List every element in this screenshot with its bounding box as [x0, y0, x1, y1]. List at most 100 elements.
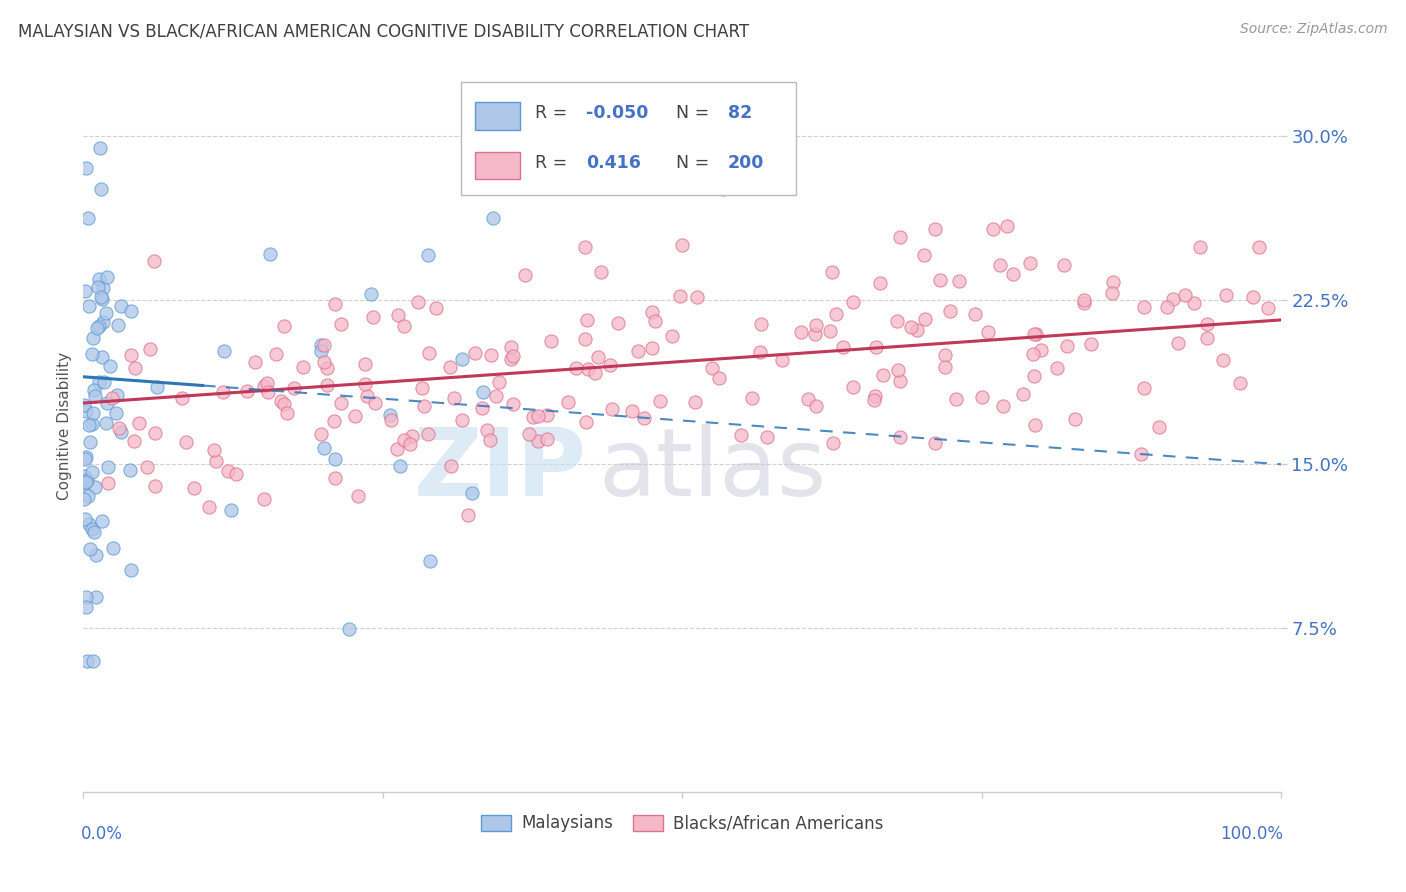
- Text: N =: N =: [676, 104, 714, 122]
- Point: [323, 452, 346, 467]
- Point: [485, 389, 508, 403]
- Point: [641, 305, 664, 319]
- Point: [797, 392, 820, 406]
- Point: [425, 301, 447, 315]
- Point: [314, 338, 336, 352]
- Point: [707, 371, 730, 385]
- Point: [323, 297, 346, 311]
- Point: [620, 403, 643, 417]
- Point: [461, 486, 484, 500]
- Point: [392, 433, 415, 447]
- Point: [93, 376, 115, 390]
- Point: [82, 522, 104, 536]
- Point: [997, 219, 1019, 233]
- Point: [557, 395, 579, 409]
- Point: [118, 463, 141, 477]
- Point: [80, 417, 103, 432]
- Point: [502, 350, 524, 364]
- Point: [89, 141, 111, 155]
- Point: [197, 500, 219, 514]
- Point: [1102, 275, 1125, 289]
- Point: [120, 348, 142, 362]
- Point: [75, 404, 97, 418]
- Point: [330, 396, 353, 410]
- Point: [347, 489, 370, 503]
- Point: [1073, 296, 1095, 310]
- Point: [79, 434, 101, 449]
- Point: [451, 413, 474, 427]
- Point: [82, 331, 104, 345]
- Point: [76, 654, 98, 668]
- Point: [87, 272, 110, 286]
- Text: 0.0%: 0.0%: [82, 825, 122, 844]
- Point: [90, 290, 112, 304]
- Point: [818, 324, 841, 338]
- Text: Source: ZipAtlas.com: Source: ZipAtlas.com: [1240, 22, 1388, 37]
- Point: [406, 295, 429, 310]
- Point: [965, 307, 987, 321]
- Point: [380, 413, 402, 427]
- Point: [146, 380, 169, 394]
- Point: [1130, 447, 1153, 461]
- Point: [73, 512, 96, 526]
- Point: [905, 323, 928, 337]
- Point: [1063, 412, 1085, 426]
- Point: [273, 397, 295, 411]
- Point: [90, 350, 112, 364]
- Point: [661, 328, 683, 343]
- Text: N =: N =: [676, 154, 714, 172]
- Point: [77, 299, 100, 313]
- Point: [1195, 330, 1218, 344]
- Point: [831, 340, 853, 354]
- Point: [872, 368, 894, 382]
- Point: [212, 343, 235, 358]
- Point: [502, 397, 524, 411]
- Point: [730, 427, 752, 442]
- Point: [120, 304, 142, 318]
- Point: [803, 327, 825, 342]
- Point: [1189, 239, 1212, 253]
- Point: [464, 346, 486, 360]
- Point: [73, 398, 96, 412]
- Point: [1053, 258, 1076, 272]
- Point: [330, 317, 353, 331]
- Text: 82: 82: [728, 104, 752, 122]
- Point: [1025, 327, 1047, 342]
- Point: [104, 406, 127, 420]
- Point: [1156, 300, 1178, 314]
- Point: [756, 430, 779, 444]
- Point: [1056, 339, 1078, 353]
- Point: [84, 480, 107, 494]
- Point: [1022, 327, 1045, 342]
- Point: [1257, 301, 1279, 315]
- Point: [471, 384, 494, 399]
- Text: -0.050: -0.050: [586, 104, 648, 122]
- Point: [264, 347, 287, 361]
- Point: [823, 436, 845, 450]
- Point: [100, 359, 122, 374]
- Point: [1029, 343, 1052, 357]
- Text: 200: 200: [728, 154, 763, 172]
- Point: [1229, 376, 1251, 391]
- Point: [110, 425, 132, 440]
- Point: [1002, 267, 1025, 281]
- Point: [607, 317, 630, 331]
- Point: [94, 416, 117, 430]
- Point: [945, 392, 967, 406]
- Point: [644, 314, 666, 328]
- Point: [87, 280, 110, 294]
- Point: [821, 265, 844, 279]
- Point: [1197, 317, 1219, 331]
- Point: [316, 360, 339, 375]
- Point: [83, 384, 105, 398]
- Point: [283, 380, 305, 394]
- Point: [517, 426, 540, 441]
- Point: [889, 374, 911, 388]
- Point: [256, 376, 278, 391]
- Point: [76, 211, 98, 226]
- Text: atlas: atlas: [599, 424, 827, 516]
- Point: [82, 465, 104, 479]
- Point: [256, 384, 278, 399]
- Point: [76, 473, 98, 487]
- Point: [865, 340, 887, 354]
